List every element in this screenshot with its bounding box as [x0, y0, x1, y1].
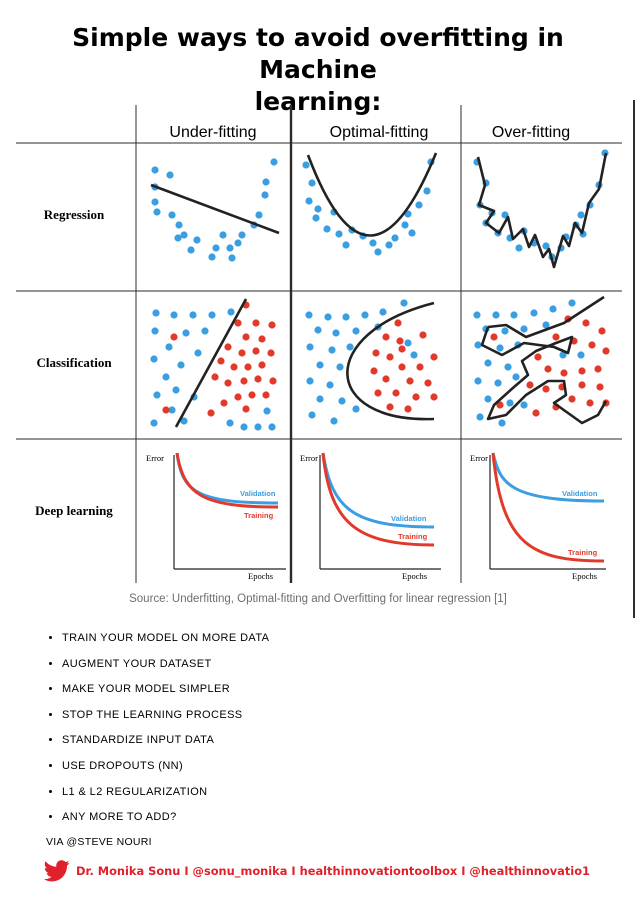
classification-optimal-boundary — [346, 301, 435, 421]
dl-overfit-validation-label: Validation — [562, 489, 598, 498]
tip-item: STANDARDIZE INPUT DATA — [62, 730, 269, 756]
tip-item: TRAIN YOUR MODEL ON MORE DATA — [62, 628, 269, 654]
footer-credit: Dr. Monika Sonu I @sonu_monika I healthi… — [44, 859, 590, 883]
dl-optimal-error-label: Error — [300, 453, 318, 463]
regression-underfit-points — [151, 158, 278, 262]
tip-item: AUGMENT YOUR DATASET — [62, 654, 269, 680]
tip-item: L1 & L2 REGULARIZATION — [62, 782, 269, 808]
classification-underfit-red-points — [162, 301, 277, 417]
regression-underfit-line — [150, 183, 280, 235]
regression-underfit-cell — [150, 158, 280, 262]
classification-underfit-cell — [150, 298, 277, 431]
classification-overfit-cell — [473, 295, 610, 427]
classification-underfit-blue-points — [150, 308, 276, 431]
deep-learning-optimal-cell: Error Epochs Validation Training — [300, 452, 441, 581]
column-header-under-fitting: Under-fitting — [169, 124, 256, 141]
grid-lines — [16, 105, 622, 583]
page-title-line-1: Simple ways to avoid overfitting in Mach… — [72, 23, 564, 84]
regression-optimal-curve — [306, 152, 438, 237]
regression-optimal-cell — [302, 152, 438, 256]
classification-optimal-cell — [305, 299, 438, 425]
classification-overfit-boundary — [480, 295, 608, 425]
classification-optimal-red-points — [370, 319, 438, 413]
regression-overfit-cell — [473, 149, 609, 269]
dl-overfit-error-label: Error — [470, 453, 488, 463]
tip-item: STOP THE LEARNING PROCESS — [62, 705, 269, 731]
tip-item: ANY MORE TO ADD? — [62, 807, 269, 833]
dl-overfit-training-curve — [491, 452, 605, 563]
dl-optimal-epochs-label: Epochs — [402, 571, 427, 581]
row-header-classification: Classification — [36, 355, 112, 370]
deep-learning-underfit-cell: Error Epochs Validation Training — [146, 452, 286, 581]
column-header-optimal-fitting: Optimal-fitting — [330, 124, 429, 141]
twitter-bird-icon — [44, 860, 70, 882]
tips-list: TRAIN YOUR MODEL ON MORE DATA AUGMENT YO… — [44, 628, 269, 833]
dl-optimal-validation-label: Validation — [391, 514, 427, 523]
dl-underfit-validation-label: Validation — [240, 489, 276, 498]
regression-optimal-points — [302, 158, 435, 256]
column-header-over-fitting: Over-fitting — [492, 124, 570, 141]
classification-overfit-red-points — [490, 315, 610, 417]
dl-underfit-training-label: Training — [244, 511, 274, 520]
dl-underfit-error-label: Error — [146, 453, 164, 463]
row-header-regression: Regression — [44, 207, 105, 222]
fitting-comparison-figure: Under-fitting Optimal-fitting Over-fitti… — [16, 105, 622, 583]
classification-overfit-blue-points — [473, 299, 585, 427]
row-header-deep-learning: Deep learning — [35, 503, 113, 518]
dl-overfit-epochs-label: Epochs — [572, 571, 597, 581]
dl-overfit-training-label: Training — [568, 548, 598, 557]
tip-item: USE DROPOUTS (NN) — [62, 756, 269, 782]
dl-overfit-validation-curve — [491, 452, 605, 503]
dl-optimal-training-curve — [321, 452, 435, 547]
via-credit: VIA @STEVE NOURI — [46, 836, 152, 848]
classification-underfit-boundary — [174, 298, 248, 428]
regression-overfit-curve — [476, 152, 608, 269]
dl-underfit-training-curve — [175, 452, 279, 509]
dl-underfit-epochs-label: Epochs — [248, 571, 273, 581]
classification-optimal-blue-points — [305, 299, 418, 425]
page-title-line-2: learning: — [254, 87, 382, 116]
deep-learning-overfit-cell: Error Epochs Validation Training — [470, 452, 606, 581]
footer-credit-text: Dr. Monika Sonu I @sonu_monika I healthi… — [76, 864, 590, 878]
page-title: Simple ways to avoid overfitting in Mach… — [10, 22, 626, 118]
source-caption: Source: Underfitting, Optimal-fitting an… — [129, 593, 507, 605]
dl-optimal-training-label: Training — [398, 532, 428, 541]
tip-item: MAKE YOUR MODEL SIMPLER — [62, 679, 269, 705]
right-border-rule — [633, 100, 635, 618]
